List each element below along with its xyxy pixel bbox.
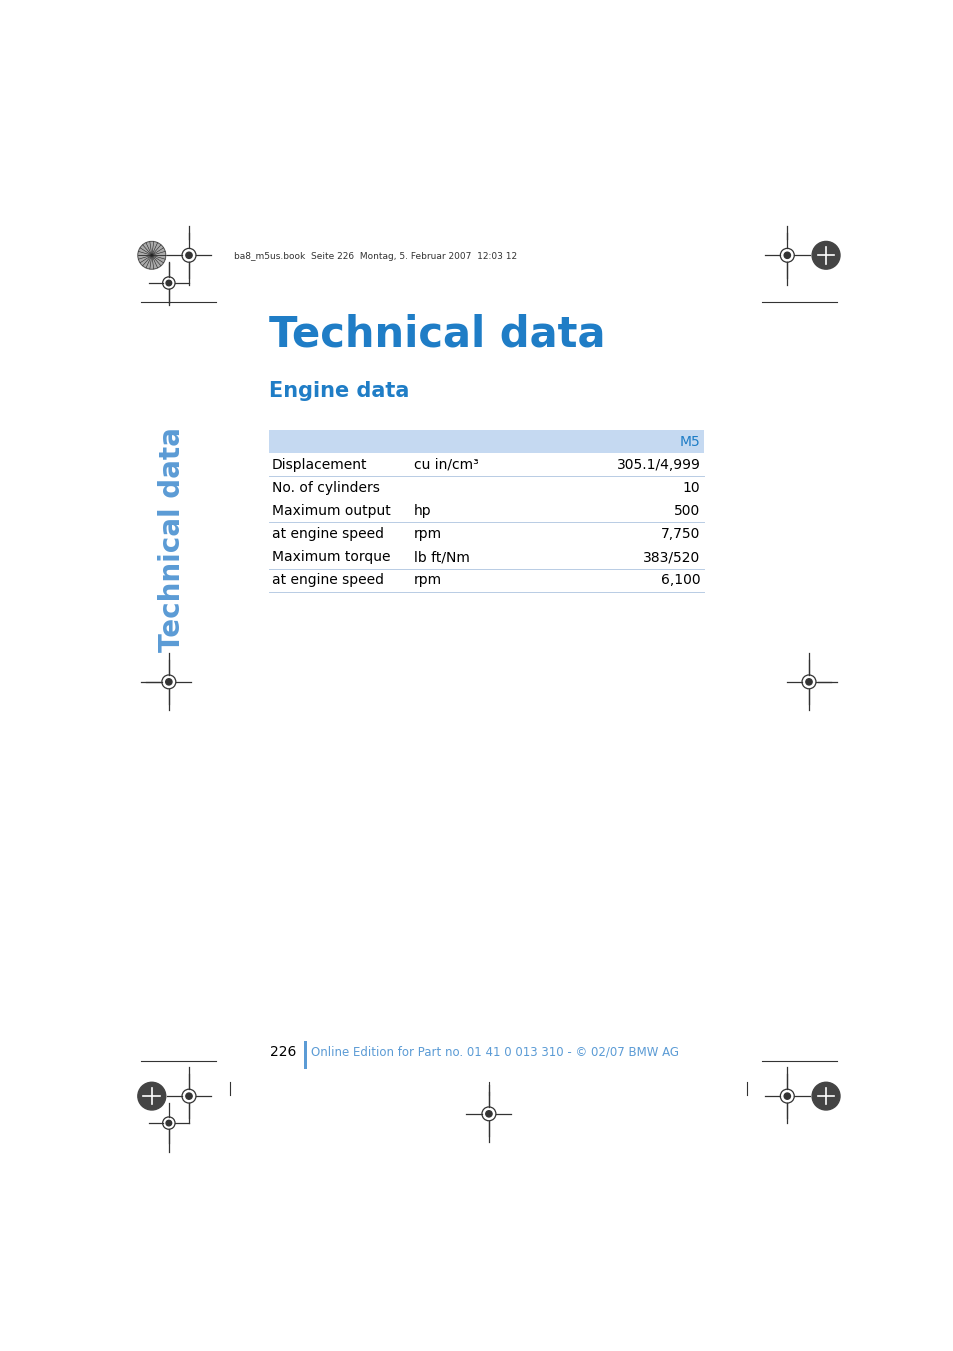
Text: ba8_m5us.book  Seite 226  Montag, 5. Februar 2007  12:03 12: ba8_m5us.book Seite 226 Montag, 5. Febru… — [233, 251, 517, 261]
Circle shape — [485, 1111, 492, 1117]
Text: at engine speed: at engine speed — [272, 527, 383, 540]
Text: rpm: rpm — [414, 573, 441, 588]
Circle shape — [137, 242, 166, 269]
Text: 6,100: 6,100 — [660, 573, 700, 588]
Text: Technical data: Technical data — [158, 427, 186, 653]
Text: Maximum output: Maximum output — [272, 504, 391, 517]
Circle shape — [137, 1082, 166, 1111]
Circle shape — [811, 1082, 840, 1111]
Circle shape — [811, 242, 840, 269]
Text: No. of cylinders: No. of cylinders — [272, 481, 379, 494]
Circle shape — [166, 280, 172, 286]
Text: hp: hp — [414, 504, 431, 517]
Circle shape — [166, 1120, 172, 1125]
Bar — [269, 430, 703, 453]
Text: Maximum torque: Maximum torque — [272, 550, 390, 565]
Bar — [303, 1042, 307, 1069]
Text: rpm: rpm — [414, 527, 441, 540]
Text: lb ft/Nm: lb ft/Nm — [414, 550, 469, 565]
Circle shape — [783, 1093, 790, 1100]
Text: Online Edition for Part no. 01 41 0 013 310 - © 02/07 BMW AG: Online Edition for Part no. 01 41 0 013 … — [311, 1046, 679, 1059]
Text: cu in/cm³: cu in/cm³ — [414, 458, 478, 471]
Text: 383/520: 383/520 — [642, 550, 700, 565]
Circle shape — [186, 1093, 192, 1100]
Text: 305.1/4,999: 305.1/4,999 — [616, 458, 700, 471]
Circle shape — [166, 678, 172, 685]
Text: M5: M5 — [679, 435, 700, 449]
Text: 500: 500 — [674, 504, 700, 517]
Circle shape — [805, 678, 811, 685]
Text: 10: 10 — [682, 481, 700, 494]
Text: Technical data: Technical data — [269, 313, 605, 355]
Text: Engine data: Engine data — [269, 381, 409, 401]
Circle shape — [783, 253, 790, 258]
Text: at engine speed: at engine speed — [272, 573, 383, 588]
Text: Displacement: Displacement — [272, 458, 367, 471]
Text: 226: 226 — [270, 1046, 295, 1059]
Circle shape — [186, 253, 192, 258]
Text: 7,750: 7,750 — [660, 527, 700, 540]
